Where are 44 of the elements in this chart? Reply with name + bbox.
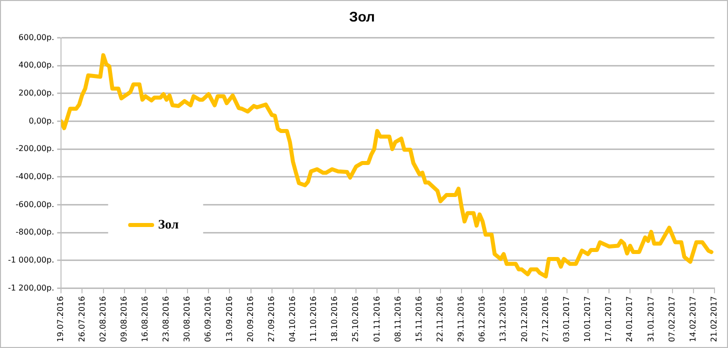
- y-tick-label: 0,00р.: [28, 116, 54, 126]
- y-tick-label: -400,00р.: [16, 172, 54, 181]
- x-tick-label: 08.11.2016: [393, 296, 402, 342]
- x-tick-label: 10.01.2017: [583, 296, 592, 342]
- x-tick-label: 06.09.2016: [204, 296, 213, 342]
- x-tick-label: 25.10.2016: [351, 296, 360, 342]
- x-tick-label: 27.09.2016: [266, 296, 276, 342]
- x-tick-label: 02.08.2016: [98, 296, 108, 342]
- y-tick-label: 400,00р.: [18, 60, 54, 70]
- x-tick-label: 04.10.2016: [288, 296, 298, 342]
- x-tick-label: 24.01.2017: [625, 296, 634, 342]
- x-tick-label: 15.11.2016: [414, 296, 424, 342]
- x-tick-label: 03.01.2017: [562, 296, 571, 342]
- x-tick-label: 09.08.2016: [119, 296, 128, 342]
- x-tick-label: 29.11.2016: [456, 296, 466, 342]
- x-tick-label: 27.12.2016: [540, 296, 550, 342]
- x-tick-label: 14.02.2017: [688, 296, 698, 342]
- y-tick-label: -600,00р.: [16, 200, 54, 209]
- x-tick-label: 18.10.2016: [330, 296, 340, 342]
- x-tick-label: 01.11.2016: [372, 296, 382, 342]
- x-tick-label: 20.12.2016: [520, 296, 529, 342]
- x-tick-label: 23.08.2016: [162, 296, 171, 342]
- y-tick-label: -800,00р.: [16, 228, 54, 237]
- x-tick-label: 16.08.2016: [140, 296, 150, 342]
- x-tick-label: 07.02.2017: [667, 296, 676, 342]
- y-tick-label: -1 000,00р.: [8, 255, 54, 264]
- x-tick-label: 21.02.2017: [709, 296, 718, 342]
- x-tick-label: 26.07.2016: [77, 296, 86, 342]
- x-tick-label: 13.12.2016: [498, 296, 508, 342]
- x-tick-label: 19.07.2016: [56, 296, 66, 342]
- x-tick-label: 11.10.2016: [309, 296, 318, 342]
- y-tick-label: -200,00р.: [16, 144, 54, 154]
- chart-title: Зол: [349, 8, 375, 24]
- y-tick-label: -1 200,00р.: [8, 283, 54, 292]
- x-tick-label: 31.01.2017: [646, 296, 656, 342]
- x-tick-label: 20.09.2016: [246, 296, 255, 342]
- legend-label: Зол: [158, 216, 179, 232]
- y-tick-label: 200,00р.: [18, 88, 54, 98]
- x-tick-label: 13.09.2016: [224, 296, 234, 342]
- y-tick-label: 600,00р.: [18, 32, 54, 42]
- x-tick-label: 30.08.2016: [182, 296, 192, 342]
- x-tick-label: 06.12.2016: [478, 296, 487, 342]
- x-tick-label: 22.11.2016: [436, 296, 445, 342]
- x-tick-label: 17.01.2017: [604, 296, 614, 342]
